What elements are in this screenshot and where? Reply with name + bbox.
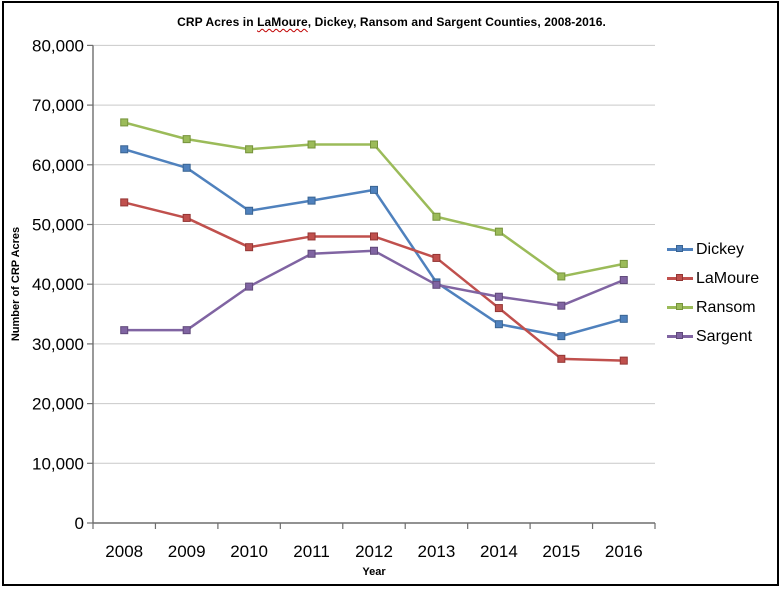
chart-title-part2: , Dickey, Ransom and Sargent Counties, 2… [307, 15, 606, 29]
marker-ransom-2015 [557, 272, 566, 281]
y-tick-label: 30,000 [32, 335, 84, 354]
marker-lamoure-2010 [245, 243, 254, 252]
legend-label: Ransom [696, 298, 756, 316]
y-tick-label: 10,000 [32, 454, 84, 473]
marker-sargent-2012 [370, 246, 378, 255]
marker-lamoure-2011 [307, 232, 316, 241]
marker-ransom-2013 [432, 212, 441, 221]
marker-ransom-2012 [370, 140, 378, 149]
marker-lamoure-2012 [370, 232, 378, 241]
y-tick-label: 40,000 [32, 275, 84, 294]
marker-lamoure-2009 [182, 213, 191, 222]
marker-lamoure-2008 [120, 198, 129, 207]
marker-ransom-2011 [307, 140, 316, 149]
marker-ransom-2014 [494, 227, 503, 236]
marker-ransom-2010 [245, 145, 254, 154]
marker-lamoure-2016 [619, 356, 628, 365]
y-tick-label: 60,000 [32, 156, 84, 175]
y-tick-label: 20,000 [32, 395, 84, 414]
marker-sargent-2009 [182, 326, 191, 335]
legend: Dickey LaMoure Ransom Sargent [667, 235, 759, 351]
x-tick-label: 2016 [605, 542, 643, 561]
marker-ransom-2009 [182, 135, 191, 144]
marker-dickey-2016 [619, 314, 628, 323]
x-tick-label: 2015 [542, 542, 580, 561]
y-tick-label: 0 [75, 514, 84, 533]
marker-sargent-2015 [557, 301, 566, 310]
legend-swatch-lamoure-icon [667, 273, 693, 284]
marker-sargent-2013 [432, 280, 441, 289]
marker-sargent-2016 [619, 276, 628, 285]
y-tick-label: 80,000 [32, 36, 84, 55]
marker-sargent-2014 [494, 292, 503, 301]
x-tick-label: 2013 [418, 542, 456, 561]
legend-label: LaMoure [696, 269, 760, 287]
x-tick-label: 2009 [168, 542, 206, 561]
series-line-dickey [123, 148, 625, 338]
marker-sargent-2011 [307, 249, 316, 258]
marker-sargent-2008 [120, 326, 129, 335]
legend-swatch-ransom-icon [667, 302, 693, 313]
marker-lamoure-2014 [494, 304, 503, 313]
marker-lamoure-2013 [432, 253, 441, 262]
legend-item-dickey: Dickey [667, 235, 759, 264]
y-tick-label: 50,000 [32, 216, 84, 235]
marker-ransom-2016 [619, 259, 628, 268]
x-tick-label: 2011 [293, 542, 330, 561]
chart-title-part1: CRP Acres in [177, 15, 258, 29]
legend-item-sargent: Sargent [667, 322, 759, 351]
series-line-sargent [124, 249, 625, 332]
marker-dickey-2012 [370, 185, 378, 194]
marker-dickey-2010 [245, 206, 254, 215]
x-tick-label: 2008 [105, 542, 143, 561]
x-tick-label: 2014 [480, 542, 518, 561]
x-tick-label: 2012 [355, 542, 393, 561]
chart-title-misspelled-word: LaMoure [257, 15, 308, 29]
x-axis-title: Year [362, 566, 386, 578]
marker-dickey-2008 [120, 145, 129, 154]
legend-swatch-sargent-icon [667, 331, 693, 342]
legend-label: Dickey [696, 240, 745, 258]
marker-sargent-2010 [245, 282, 254, 291]
marker-dickey-2009 [182, 163, 191, 172]
x-tick-label: 2010 [230, 542, 268, 561]
legend-item-ransom: Ransom [667, 293, 759, 322]
y-tick-label: 70,000 [32, 96, 84, 115]
marker-dickey-2014 [494, 320, 503, 329]
legend-label: Sargent [696, 327, 753, 345]
marker-dickey-2015 [557, 332, 566, 341]
marker-dickey-2011 [307, 196, 316, 205]
chart-title: CRP Acres in LaMoure, Dickey, Ransom and… [0, 15, 783, 29]
legend-item-lamoure: LaMoure [667, 264, 759, 293]
marker-lamoure-2015 [557, 354, 566, 363]
marker-ransom-2008 [120, 118, 129, 127]
legend-swatch-dickey-icon [667, 244, 693, 255]
series-line-lamoure [123, 201, 624, 362]
